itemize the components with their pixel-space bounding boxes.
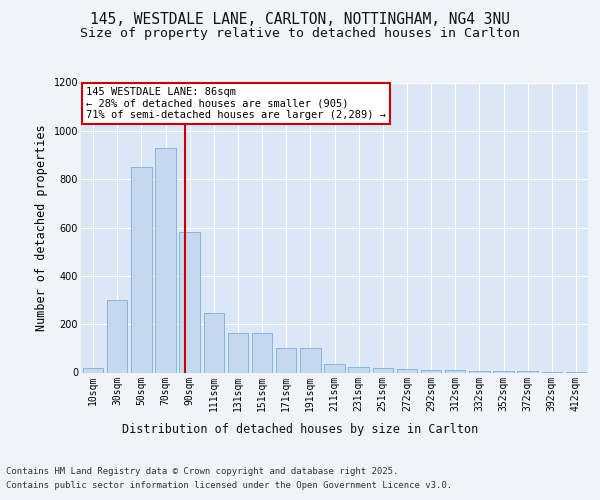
Text: Distribution of detached houses by size in Carlton: Distribution of detached houses by size …	[122, 422, 478, 436]
Text: 145, WESTDALE LANE, CARLTON, NOTTINGHAM, NG4 3NU: 145, WESTDALE LANE, CARLTON, NOTTINGHAM,…	[90, 12, 510, 28]
Bar	[83, 368, 103, 372]
Bar	[252, 332, 272, 372]
Text: Contains public sector information licensed under the Open Government Licence v3: Contains public sector information licen…	[6, 481, 452, 490]
Bar	[227, 332, 248, 372]
Bar	[179, 232, 200, 372]
Y-axis label: Number of detached properties: Number of detached properties	[35, 124, 48, 331]
Text: Contains HM Land Registry data © Crown copyright and database right 2025.: Contains HM Land Registry data © Crown c…	[6, 468, 398, 476]
Bar	[155, 148, 176, 372]
Text: Size of property relative to detached houses in Carlton: Size of property relative to detached ho…	[80, 28, 520, 40]
Bar	[324, 364, 345, 372]
Bar	[107, 300, 127, 372]
Bar	[300, 348, 320, 372]
Bar	[421, 370, 442, 372]
Bar	[276, 348, 296, 372]
Bar	[131, 167, 152, 372]
Bar	[203, 314, 224, 372]
Bar	[349, 367, 369, 372]
Bar	[445, 370, 466, 372]
Bar	[397, 369, 417, 372]
Bar	[373, 368, 393, 372]
Text: 145 WESTDALE LANE: 86sqm
← 28% of detached houses are smaller (905)
71% of semi-: 145 WESTDALE LANE: 86sqm ← 28% of detach…	[86, 87, 386, 120]
